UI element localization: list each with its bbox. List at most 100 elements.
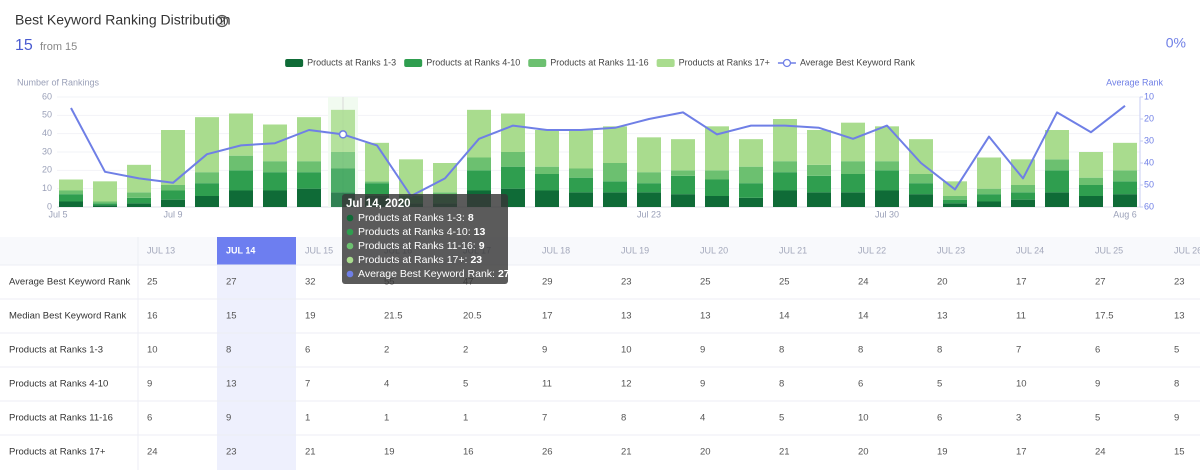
bar-segment[interactable] xyxy=(671,170,695,176)
bar-segment[interactable] xyxy=(195,172,219,184)
bar-segment[interactable] xyxy=(909,174,933,184)
bar-segment[interactable] xyxy=(977,194,1001,202)
bar-segment[interactable] xyxy=(807,130,831,165)
bar-segment[interactable] xyxy=(603,181,627,193)
bar-segment[interactable] xyxy=(739,183,763,198)
bar-segment[interactable] xyxy=(365,183,389,196)
bar-segment[interactable] xyxy=(1079,152,1103,178)
legend-item[interactable]: Products at Ranks 4-10 xyxy=(404,57,520,67)
bar-segment[interactable] xyxy=(297,188,321,207)
bar-segment[interactable] xyxy=(671,175,695,195)
bar-segment[interactable] xyxy=(875,126,899,162)
bar-segment[interactable] xyxy=(671,194,695,207)
bar-segment[interactable] xyxy=(943,199,967,204)
bar-segment[interactable] xyxy=(739,197,763,207)
bar-segment[interactable] xyxy=(977,201,1001,208)
column-header[interactable]: JUL 14 xyxy=(226,245,255,255)
bar-segment[interactable] xyxy=(603,126,627,163)
bar-segment[interactable] xyxy=(535,166,559,174)
bar-segment[interactable] xyxy=(1011,192,1035,200)
bar-segment[interactable] xyxy=(739,166,763,184)
bar-segment[interactable] xyxy=(637,172,661,184)
bar-segment[interactable] xyxy=(263,172,287,191)
bar-segment[interactable] xyxy=(637,192,661,207)
column-header[interactable]: JUL 20 xyxy=(700,245,728,255)
help-icon[interactable] xyxy=(215,14,229,28)
bar-segment[interactable] xyxy=(127,197,151,204)
bar-segment[interactable] xyxy=(671,139,695,171)
bar-segment[interactable] xyxy=(807,164,831,176)
bar-segment[interactable] xyxy=(569,130,593,169)
bar-segment[interactable] xyxy=(705,196,729,207)
bar-segment[interactable] xyxy=(365,142,389,182)
bar-segment[interactable] xyxy=(875,190,899,208)
column-header[interactable]: JUL 24 xyxy=(1016,245,1044,255)
bar-segment[interactable] xyxy=(773,161,797,173)
bar-segment[interactable] xyxy=(501,113,525,153)
bar-segment[interactable] xyxy=(773,172,797,191)
bar-segment[interactable] xyxy=(535,174,559,191)
bar-segment[interactable] xyxy=(59,201,83,208)
legend-item[interactable]: Products at Ranks 17+ xyxy=(656,57,770,67)
bar-segment[interactable] xyxy=(1045,170,1069,193)
bar-segment[interactable] xyxy=(1113,181,1137,195)
bar-segment[interactable] xyxy=(229,155,253,171)
column-header[interactable]: JUL 22 xyxy=(858,245,886,255)
bar-segment[interactable] xyxy=(909,194,933,207)
bar-segment[interactable] xyxy=(569,168,593,178)
bar-segment[interactable] xyxy=(467,157,491,171)
bar-segment[interactable] xyxy=(637,137,661,173)
bar-segment[interactable] xyxy=(535,190,559,208)
bar-segment[interactable] xyxy=(161,185,185,191)
legend-item[interactable]: Products at Ranks 1-3 xyxy=(285,57,396,67)
bar-segment[interactable] xyxy=(569,192,593,207)
bar-segment[interactable] xyxy=(93,181,117,202)
bar-segment[interactable] xyxy=(875,161,899,171)
bar-segment[interactable] xyxy=(909,183,933,195)
bar-segment[interactable] xyxy=(1113,170,1137,182)
bar-segment[interactable] xyxy=(399,159,423,195)
bar-segment[interactable] xyxy=(943,203,967,207)
bar-segment[interactable] xyxy=(807,175,831,193)
column-header[interactable]: JUL 25 xyxy=(1095,245,1123,255)
bar-segment[interactable] xyxy=(229,190,253,208)
bar-segment[interactable] xyxy=(263,161,287,173)
bar-segment[interactable] xyxy=(841,161,865,174)
bar-segment[interactable] xyxy=(1079,177,1103,185)
bar-segment[interactable] xyxy=(263,190,287,208)
bar-segment[interactable] xyxy=(773,190,797,208)
bar-segment[interactable] xyxy=(161,199,185,207)
bar-segment[interactable] xyxy=(195,183,219,196)
bar-segment[interactable] xyxy=(603,163,627,182)
bar-segment[interactable] xyxy=(467,170,491,191)
bar-segment[interactable] xyxy=(93,203,117,206)
bar-segment[interactable] xyxy=(331,152,355,169)
bar-segment[interactable] xyxy=(977,157,1001,189)
bar-segment[interactable] xyxy=(297,172,321,189)
bar-segment[interactable] xyxy=(1045,192,1069,207)
column-header[interactable]: JUL 26 xyxy=(1174,245,1200,255)
bar-segment[interactable] xyxy=(297,161,321,173)
bar-segment[interactable] xyxy=(705,179,729,197)
bar-segment[interactable] xyxy=(195,117,219,173)
bar-segment[interactable] xyxy=(229,113,253,156)
bar-segment[interactable] xyxy=(841,192,865,207)
column-header[interactable]: JUL 13 xyxy=(147,245,175,255)
bar-segment[interactable] xyxy=(1113,142,1137,171)
bar-segment[interactable] xyxy=(1079,185,1103,196)
column-header[interactable]: JUL 21 xyxy=(779,245,807,255)
bar-segment[interactable] xyxy=(93,201,117,204)
bar-segment[interactable] xyxy=(433,192,457,195)
bar-segment[interactable] xyxy=(603,192,627,207)
bar-segment[interactable] xyxy=(1045,159,1069,171)
bar-segment[interactable] xyxy=(841,122,865,162)
bar-segment[interactable] xyxy=(739,139,763,167)
bar-segment[interactable] xyxy=(569,177,593,193)
bar-segment[interactable] xyxy=(501,166,525,189)
bar-segment[interactable] xyxy=(365,181,389,184)
column-header[interactable]: JUL 15 xyxy=(305,245,333,255)
legend-item[interactable]: Average Best Keyword Rank xyxy=(777,57,915,67)
legend-item[interactable]: Products at Ranks 11-16 xyxy=(528,57,649,67)
bar-segment[interactable] xyxy=(1011,199,1035,207)
bar-segment[interactable] xyxy=(127,203,151,207)
